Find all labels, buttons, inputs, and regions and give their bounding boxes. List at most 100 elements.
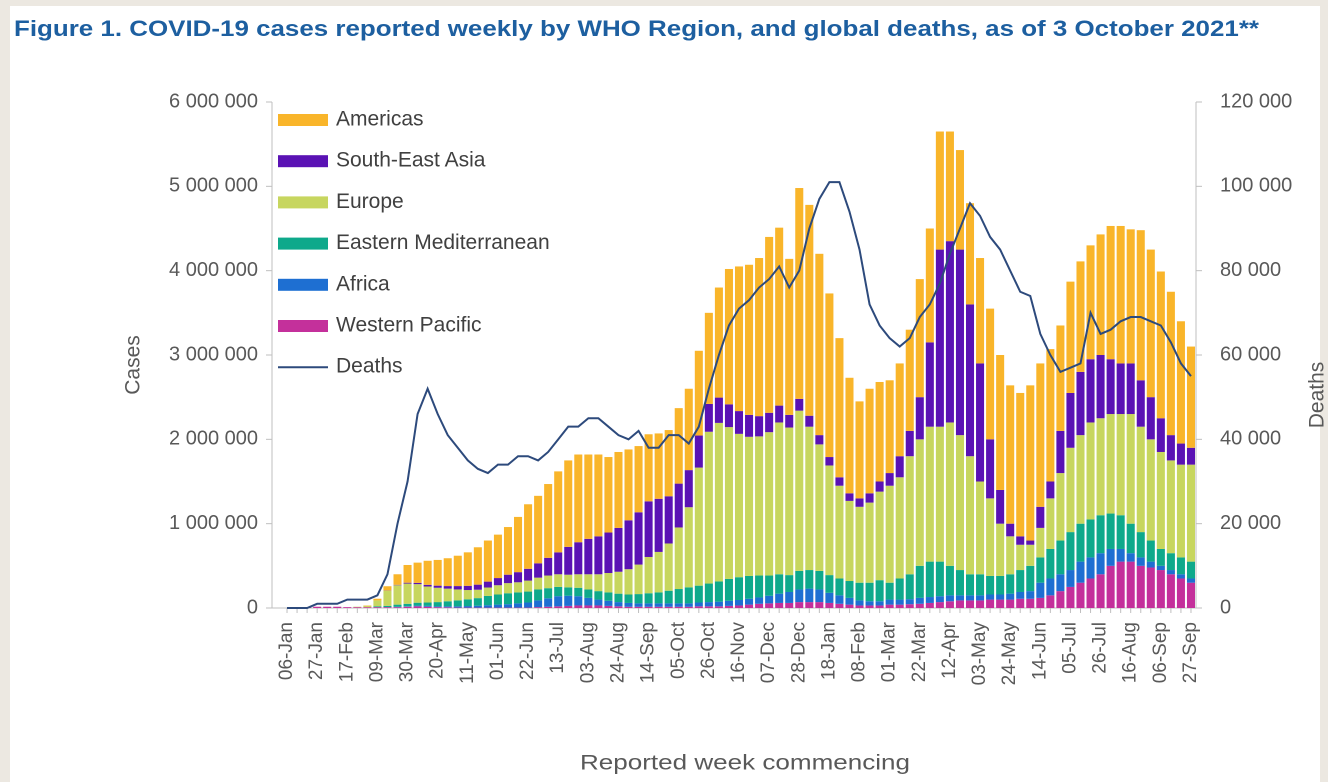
- bar-segment: [745, 414, 754, 437]
- legend-swatch: [278, 155, 328, 168]
- bar-segment: [734, 411, 744, 434]
- bar-segment: [554, 552, 563, 575]
- bar-segment: [1016, 598, 1025, 608]
- bar-segment: [905, 329, 914, 431]
- bar-segment: [1156, 565, 1165, 571]
- bar-segment: [935, 596, 944, 603]
- y2-tick-label: 20 000: [1220, 512, 1281, 534]
- bar-segment: [1146, 540, 1155, 562]
- bar-segment: [403, 606, 412, 608]
- x-tick-label: 03-May: [969, 622, 990, 686]
- bar-segment: [915, 603, 924, 608]
- x-tick-label: 28-Dec: [788, 622, 809, 683]
- bar-segment: [815, 602, 824, 608]
- bar-segment: [915, 597, 924, 604]
- bar-segment: [905, 604, 914, 608]
- bar-segment: [433, 587, 442, 603]
- bar-segment: [1126, 561, 1135, 608]
- bar-segment: [433, 559, 442, 586]
- bar-segment: [986, 498, 995, 576]
- bar-segment: [413, 605, 422, 607]
- bar-segment: [624, 594, 633, 603]
- bar-segment: [493, 534, 502, 579]
- bar-segment: [805, 415, 814, 427]
- bar-segment: [574, 542, 583, 575]
- bar-segment: [514, 572, 523, 583]
- bar-segment: [825, 592, 834, 603]
- y2-tick-label: 120 000: [1220, 90, 1292, 112]
- bar-segment: [945, 422, 954, 566]
- bar-segment: [1056, 574, 1065, 592]
- bar-segment: [1036, 557, 1045, 583]
- bar-segment: [594, 536, 603, 575]
- bar-segment: [724, 427, 733, 579]
- bar-segment: [996, 575, 1005, 595]
- bar-segment: [1146, 561, 1155, 568]
- x-tick-label: 30-Mar: [397, 621, 418, 682]
- bar-segment: [1096, 553, 1105, 575]
- legend-swatch: [278, 114, 328, 126]
- bar-segment: [624, 449, 633, 521]
- bar-segment: [473, 584, 482, 590]
- bar-segment: [945, 131, 954, 242]
- chart-title: Figure 1. COVID-19 cases reported weekly…: [14, 16, 1260, 41]
- bar-segment: [1016, 544, 1025, 571]
- bar-segment: [875, 601, 884, 606]
- bar-segment: [644, 434, 653, 502]
- bar-segment: [915, 279, 924, 398]
- bar-segment: [584, 597, 593, 606]
- bar-segment: [1066, 570, 1075, 587]
- x-tick-label: 16-Nov: [728, 622, 749, 684]
- bar-segment: [483, 540, 492, 582]
- bar-segment: [584, 605, 593, 608]
- bar-segment: [664, 603, 673, 607]
- bar-segment: [1086, 359, 1095, 423]
- bar-segment: [634, 446, 643, 513]
- bar-segment: [825, 602, 834, 608]
- bar-segment: [574, 587, 583, 597]
- bar-segment: [785, 427, 794, 576]
- bar-segment: [775, 602, 784, 608]
- bar-segment: [1076, 261, 1085, 372]
- bar-segment: [1046, 349, 1055, 482]
- bar-segment: [734, 605, 744, 608]
- bar-segment: [1056, 473, 1065, 541]
- x-tick-label: 12-Apr: [939, 621, 960, 679]
- bar-segment: [1086, 519, 1095, 558]
- bar-segment: [865, 601, 874, 606]
- bar-segment: [1116, 225, 1125, 364]
- bar-segment: [393, 607, 402, 608]
- bar-segment: [805, 588, 814, 603]
- bar-segment: [905, 456, 914, 575]
- bar-segment: [986, 599, 995, 608]
- x-tick-label: 05-Oct: [668, 621, 689, 679]
- x-tick-label: 09-Mar: [366, 621, 387, 682]
- bar-segment: [1136, 557, 1145, 566]
- bar-segment: [986, 575, 995, 595]
- bar-segment: [1046, 481, 1055, 499]
- x-tick-label: 24-May: [999, 622, 1020, 686]
- bar-segment: [383, 607, 392, 608]
- y-tick-label: 4 000 000: [169, 259, 258, 281]
- bar-segment: [684, 603, 693, 607]
- bar-segment: [594, 599, 603, 606]
- y-tick-label: 0: [247, 596, 258, 618]
- bar-segment: [654, 603, 663, 607]
- bar-segment: [976, 363, 985, 482]
- bar-segment: [945, 241, 954, 423]
- bar-segment: [1056, 430, 1065, 474]
- bar-segment: [955, 249, 964, 436]
- bar-segment: [714, 422, 723, 582]
- bar-segment: [634, 603, 643, 607]
- bar-segment: [1006, 523, 1015, 537]
- bar-segment: [976, 258, 985, 364]
- bar-segment: [1036, 597, 1045, 608]
- bar-segment: [1066, 586, 1075, 608]
- x-tick-label: 27-Jan: [306, 622, 327, 680]
- bar-segment: [554, 471, 563, 553]
- bar-segment: [885, 604, 894, 608]
- bar-segment: [624, 520, 633, 570]
- bar-segment: [855, 605, 864, 608]
- bar-segment: [564, 605, 573, 608]
